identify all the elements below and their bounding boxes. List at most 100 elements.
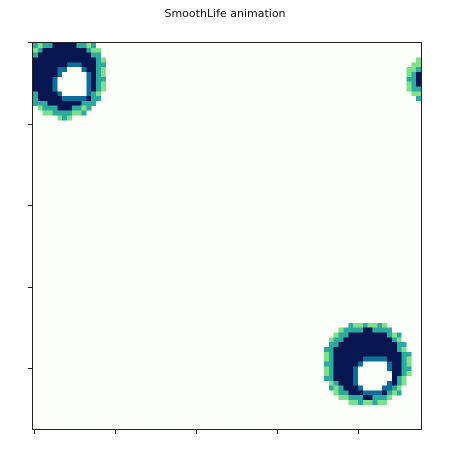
x-tick — [196, 430, 197, 434]
grid-cell — [343, 385, 349, 391]
grid-cell — [353, 327, 359, 333]
grid-cell — [353, 400, 359, 405]
grid-cell — [328, 375, 334, 381]
grid-cell — [357, 351, 363, 357]
grid-cell — [348, 342, 354, 348]
grid-cell — [372, 395, 378, 401]
grid-cell — [401, 342, 407, 348]
grid-cell — [71, 57, 77, 63]
grid-cell — [353, 395, 359, 401]
grid-cell — [367, 332, 373, 338]
grid-cell — [47, 43, 53, 48]
grid-cell — [96, 47, 101, 53]
grid-cell — [377, 332, 383, 338]
grid-cell — [411, 67, 417, 73]
grid-cell — [357, 337, 363, 343]
grid-cell — [353, 332, 359, 338]
grid-cell — [52, 43, 58, 48]
grid-cell — [52, 96, 58, 101]
grid-cell — [348, 385, 354, 391]
grid-cell — [324, 375, 329, 381]
grid-cell — [324, 356, 329, 362]
grid-cell — [348, 337, 354, 343]
grid-cell — [353, 361, 359, 367]
grid-cell — [86, 86, 92, 92]
grid-cell — [401, 356, 407, 362]
grid-cell — [37, 81, 43, 87]
grid-cell — [406, 361, 412, 367]
grid-cell — [33, 91, 38, 97]
grid-cell — [71, 105, 77, 111]
grid-cell — [86, 47, 92, 53]
grid-cell — [367, 322, 373, 328]
grid-cell — [33, 71, 38, 77]
grid-cell — [348, 327, 354, 333]
grid-cell — [348, 356, 354, 362]
grid-cell — [416, 91, 421, 97]
grid-cell — [76, 100, 82, 106]
grid-cell — [96, 86, 101, 92]
grid-cell — [91, 71, 97, 77]
grid-cell — [91, 86, 97, 92]
grid-cell — [100, 67, 106, 73]
grid-cell — [357, 322, 363, 328]
grid-cell — [71, 43, 77, 48]
grid-cell — [377, 395, 383, 401]
grid-cell — [52, 81, 58, 87]
grid-cell — [57, 110, 63, 116]
x-tick — [34, 430, 35, 434]
grid-cell — [338, 375, 344, 381]
grid-cell — [33, 47, 38, 53]
grid-cell — [353, 380, 359, 386]
grid-cell — [396, 371, 402, 377]
grid-cell — [81, 43, 87, 48]
grid-cell — [372, 332, 378, 338]
grid-cell — [81, 57, 87, 63]
grid-cell — [96, 52, 101, 58]
plot-area — [32, 42, 422, 430]
grid-cell — [37, 43, 43, 48]
grid-cell — [76, 110, 82, 116]
grid-cell — [406, 366, 412, 372]
grid-cell — [52, 62, 58, 68]
grid-cell — [338, 366, 344, 372]
grid-cell — [348, 332, 354, 338]
grid-cell — [328, 356, 334, 362]
grid-cell — [377, 390, 383, 396]
grid-cell — [81, 105, 87, 111]
grid-cell — [411, 76, 417, 82]
grid-cell — [42, 100, 48, 106]
grid-cell — [57, 100, 63, 106]
grid-cell — [411, 71, 417, 77]
grid-cell — [353, 322, 359, 328]
grid-cell — [338, 337, 344, 343]
grid-cell — [353, 337, 359, 343]
grid-cell — [372, 337, 378, 343]
grid-cell — [328, 342, 334, 348]
grid-cell — [62, 47, 68, 53]
grid-cell — [328, 366, 334, 372]
grid-cell — [406, 351, 412, 357]
grid-cell — [76, 62, 82, 68]
grid-cell — [57, 52, 63, 58]
grid-cell — [52, 71, 58, 77]
grid-cell — [377, 351, 383, 357]
grid-cell — [396, 351, 402, 357]
grid-cell — [377, 337, 383, 343]
grid-cell — [47, 52, 53, 58]
grid-cell — [333, 346, 339, 352]
grid-cell — [47, 71, 53, 77]
grid-cell — [338, 395, 344, 401]
grid-cell — [382, 327, 388, 333]
grid-cell — [62, 110, 68, 116]
grid-cell — [348, 395, 354, 401]
grid-cell — [367, 346, 373, 352]
grid-cell — [52, 110, 58, 116]
grid-cell — [100, 57, 106, 63]
grid-cell — [52, 86, 58, 92]
grid-cell — [377, 322, 383, 328]
grid-cell — [396, 337, 402, 343]
grid-cell — [353, 375, 359, 381]
grid-cell — [353, 342, 359, 348]
grid-cell — [37, 91, 43, 97]
